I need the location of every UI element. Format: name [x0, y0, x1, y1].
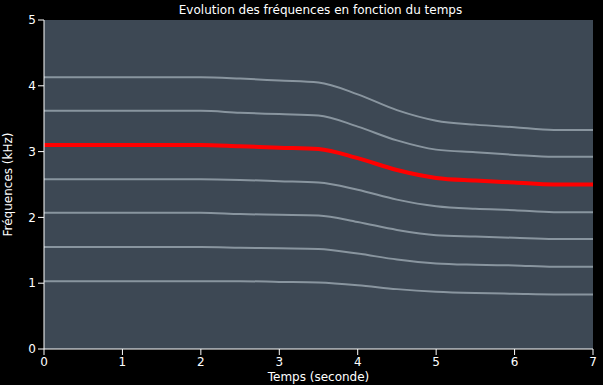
svg-text:3: 3: [28, 145, 36, 159]
svg-text:5: 5: [432, 355, 440, 369]
svg-text:2: 2: [28, 211, 36, 225]
svg-text:0: 0: [40, 355, 48, 369]
svg-text:1: 1: [28, 276, 36, 290]
svg-text:Temps (seconde): Temps (seconde): [267, 370, 370, 384]
html-text:Evolution des fréquences en fo: Evolution des fréquences en fonction du …: [178, 3, 463, 17]
svg-text:7: 7: [589, 355, 597, 369]
svg-text:0: 0: [28, 342, 36, 356]
svg-text:2: 2: [197, 355, 205, 369]
svg-text:4: 4: [354, 355, 362, 369]
svg-text:Fréquences (kHz): Fréquences (kHz): [1, 133, 15, 237]
svg-text:6: 6: [511, 355, 519, 369]
svg-text:5: 5: [28, 13, 36, 27]
svg-text:1: 1: [119, 355, 127, 369]
svg-text:3: 3: [275, 355, 283, 369]
svg-text:4: 4: [28, 79, 36, 93]
